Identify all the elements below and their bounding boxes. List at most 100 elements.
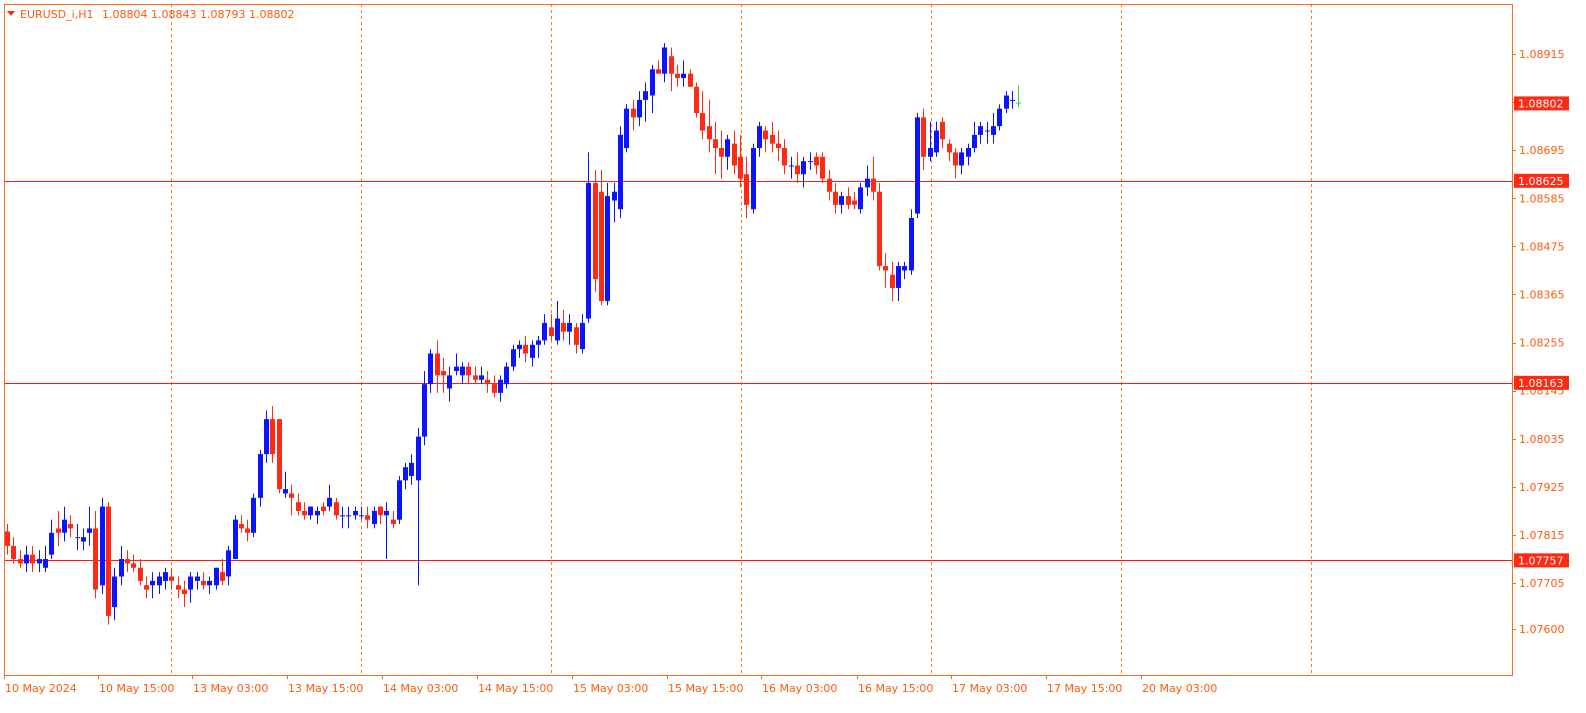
candle-body xyxy=(56,528,61,533)
candle-body xyxy=(599,191,604,302)
candle-body xyxy=(43,559,48,568)
price-badge-label: 1.08625 xyxy=(1518,175,1564,188)
candle xyxy=(719,130,724,179)
candle xyxy=(466,362,471,385)
candle xyxy=(511,344,516,372)
candle xyxy=(808,152,813,170)
candle xyxy=(403,462,408,490)
candle xyxy=(637,91,642,127)
candle xyxy=(62,506,67,542)
candle xyxy=(138,559,143,586)
candle-body xyxy=(523,344,528,354)
candle xyxy=(972,121,977,153)
candle xyxy=(504,362,509,389)
candle xyxy=(656,60,661,74)
candle-body xyxy=(757,126,762,149)
candle xyxy=(700,91,705,140)
price-tick-label: 1.08915 xyxy=(1519,48,1565,61)
time-tick-label: 17 May 03:00 xyxy=(952,682,1027,695)
horizontal-price-lines[interactable] xyxy=(4,181,1512,561)
candle xyxy=(365,506,370,529)
candle xyxy=(214,567,219,590)
candle xyxy=(858,182,863,214)
candle-body xyxy=(296,502,301,511)
candle xyxy=(56,510,61,546)
candle-body xyxy=(1010,99,1015,101)
candle-body xyxy=(966,148,971,157)
candle-body xyxy=(928,148,933,157)
time-tick-label: 13 May 15:00 xyxy=(288,682,363,695)
candle-body xyxy=(953,152,958,166)
candle xyxy=(334,497,339,520)
candle-body xyxy=(188,576,193,590)
price-badge-label: 1.08163 xyxy=(1518,377,1564,390)
candle xyxy=(112,567,117,621)
candle xyxy=(883,252,888,288)
candle-body xyxy=(567,322,572,332)
candle-body xyxy=(251,497,256,533)
candle xyxy=(934,121,939,157)
candle xyxy=(694,82,699,118)
candle-body xyxy=(605,196,610,302)
candle-body xyxy=(454,366,459,372)
candle-body xyxy=(624,108,629,149)
candle xyxy=(372,506,377,529)
candle xyxy=(675,64,680,87)
dropdown-triangle-icon[interactable] xyxy=(7,11,15,16)
candle-body xyxy=(422,384,427,437)
candle-body xyxy=(403,467,408,481)
candle xyxy=(239,515,244,533)
candle xyxy=(125,550,130,573)
candle xyxy=(612,182,617,223)
time-axis[interactable]: 10 May 2024 10 May 15:00 13 May 03:00 13 Ma… xyxy=(4,675,1218,695)
candle-body xyxy=(441,371,446,376)
candle-body xyxy=(789,165,794,167)
time-tick-label: 15 May 15:00 xyxy=(668,682,743,695)
candle xyxy=(985,121,990,144)
candle xyxy=(605,182,610,306)
candle-body xyxy=(428,353,433,385)
candle-body xyxy=(921,117,926,157)
candle xyxy=(315,506,320,525)
candle xyxy=(782,139,787,175)
candle xyxy=(865,165,870,197)
candle xyxy=(397,475,402,525)
candle xyxy=(947,139,952,162)
candle xyxy=(384,502,389,560)
candle-body xyxy=(144,585,149,590)
candle-body xyxy=(81,537,86,542)
candle-body xyxy=(542,322,547,341)
candle xyxy=(359,506,364,520)
candle-body xyxy=(909,217,914,271)
candle xyxy=(978,121,983,144)
candle-body xyxy=(346,515,351,517)
candle xyxy=(479,366,484,385)
candle xyxy=(11,537,16,564)
price-badge-bg xyxy=(1514,375,1569,390)
candle xyxy=(169,567,174,590)
candle xyxy=(409,454,414,485)
time-tick-label: 16 May 15:00 xyxy=(858,682,933,695)
candle xyxy=(391,510,396,529)
candle-body xyxy=(68,524,73,529)
time-tick-label: 17 May 15:00 xyxy=(1047,682,1122,695)
candle xyxy=(561,309,566,341)
candle-body xyxy=(327,497,332,507)
candle-body xyxy=(947,143,952,153)
candle-body xyxy=(62,519,67,533)
candle xyxy=(498,375,503,402)
candle xyxy=(195,572,200,590)
time-tick-label: 14 May 03:00 xyxy=(383,682,458,695)
price-tick-label: 1.08695 xyxy=(1519,144,1565,157)
price-badge: 1.08802 xyxy=(1514,96,1569,111)
candle-body xyxy=(416,436,421,481)
candle-body xyxy=(555,318,560,341)
candle xyxy=(283,471,288,498)
candle-body xyxy=(883,266,888,271)
candle-body xyxy=(270,419,275,455)
candle-body xyxy=(283,489,288,494)
candle-body xyxy=(681,73,686,79)
candle xyxy=(106,502,111,625)
